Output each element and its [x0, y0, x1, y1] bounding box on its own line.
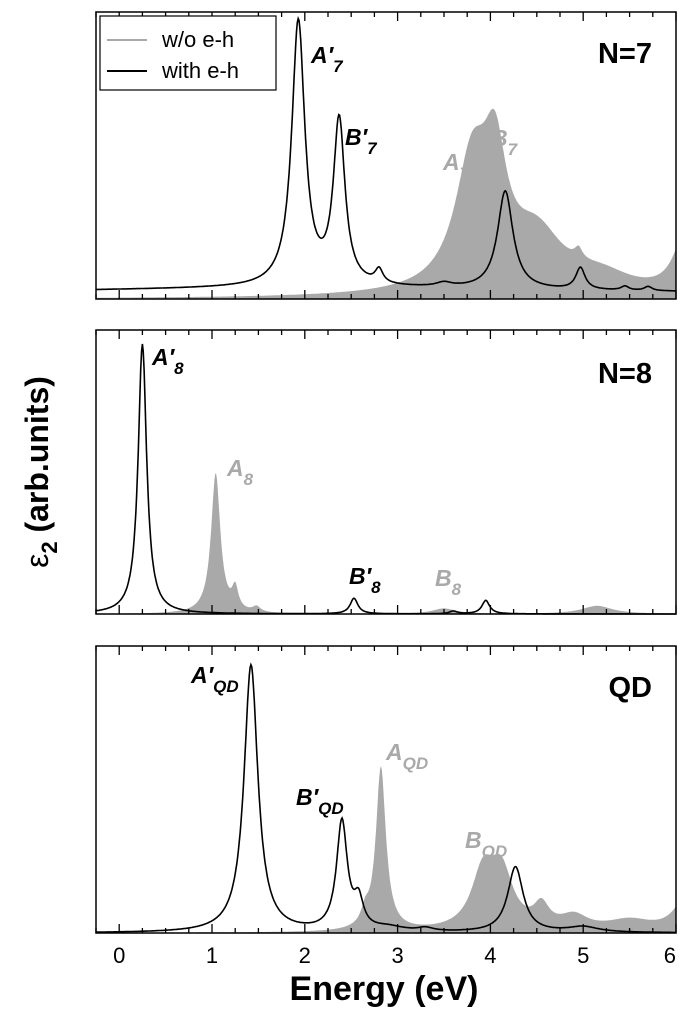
x-tick-label: 5: [577, 943, 589, 968]
panel-n8: N=8 A′8 A8 B′8 B8: [95, 329, 677, 615]
n8-without-eh-area: [96, 473, 676, 614]
qd-peak-a-prime-label: A′QD: [190, 662, 239, 696]
n7-peak-b-prime-label: B′7: [345, 124, 378, 158]
n7-without-eh-area: [96, 108, 676, 299]
n8-peak-a-prime-label: A′8: [151, 344, 184, 378]
n8-peak-b-label: B8: [435, 565, 462, 599]
n8-with-eh-line: [95, 343, 676, 615]
x-tick-labels: 0 1 2 3 4 5 6: [113, 943, 676, 968]
n8-frame: [95, 329, 677, 615]
qd-peak-b-label: BQD: [465, 827, 507, 861]
qd-panel-label: QD: [609, 672, 653, 704]
legend-with-eh-label: with e-h: [161, 58, 239, 83]
x-axis-label: Energy (eV): [290, 970, 479, 1008]
n7-frame: [95, 11, 677, 300]
y-axis-label: ε2 (arb.units): [19, 376, 62, 568]
n8-ticks: [95, 330, 677, 614]
n8-peak-b-prime-label: B′8: [349, 563, 381, 597]
x-tick-label: 3: [391, 943, 403, 968]
legend-box: [99, 15, 277, 91]
n8-peak-a-label: A8: [226, 455, 254, 489]
n7-peak-a-prime-label: A′7: [310, 42, 344, 76]
qd-peak-b-prime-label: B′QD: [296, 784, 344, 818]
x-tick-label: 4: [484, 943, 496, 968]
x-tick-label: 1: [206, 943, 218, 968]
n7-peak-b-label: B7: [491, 125, 519, 159]
n8-panel-label: N=8: [598, 358, 652, 390]
qd-ticks: [95, 646, 677, 933]
n7-peak-a-label: A7: [442, 149, 471, 183]
qd-peak-a-label: AQD: [385, 739, 428, 773]
x-tick-label: 0: [113, 943, 125, 968]
n7-panel-label: N=7: [598, 38, 652, 70]
panel-n7: N=7 w/o e-h with e-h A′7 B′7 A7 B7: [95, 11, 677, 300]
qd-with-eh-line: [96, 662, 676, 934]
qd-frame: [95, 645, 677, 934]
legend-without-eh-label: w/o e-h: [161, 27, 234, 52]
x-tick-label: 2: [299, 943, 311, 968]
x-tick-label: 6: [664, 943, 676, 968]
qd-without-eh-area: [96, 766, 676, 933]
panel-qd: QD A′QD B′QD AQD BQD: [95, 645, 677, 934]
n7-with-eh-line: [96, 15, 676, 292]
legend: w/o e-h with e-h: [99, 15, 277, 91]
